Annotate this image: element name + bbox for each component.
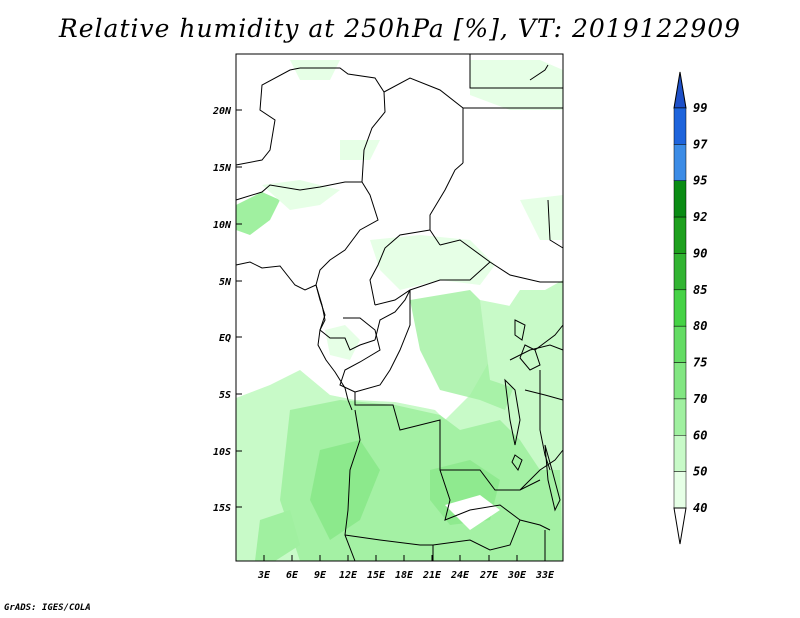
- colorbar-segment: [673, 253, 687, 291]
- plot-frame: [235, 53, 564, 562]
- colorbar-segment: [673, 398, 687, 436]
- colorbar-segment: [673, 289, 687, 327]
- colorbar-level-label: 75: [693, 356, 707, 370]
- colorbar-segment: [673, 471, 687, 509]
- colorbar-bottom-arrow: [673, 507, 687, 545]
- lon-label: 30E: [507, 570, 527, 581]
- lat-label: 20N: [212, 106, 232, 117]
- colorbar-segment: [673, 325, 687, 363]
- lat-label: 10S: [213, 447, 231, 458]
- lat-label: 5N: [219, 277, 232, 288]
- lat-label: EQ: [219, 333, 231, 344]
- colorbar-level-label: 70: [693, 392, 707, 406]
- lon-label: 24E: [450, 570, 470, 581]
- lon-label: 27E: [479, 570, 499, 581]
- lon-axis: 3E 6E 9E 12E 15E 18E 21E 24E 27E 30E 33E: [257, 555, 555, 581]
- lat-label: 5S: [219, 390, 231, 401]
- lat-label: 10N: [213, 220, 232, 231]
- colorbar: 99 97 95 92 90 85 80 75 70 60 50 40: [673, 71, 708, 545]
- colorbar-segment: [673, 180, 687, 218]
- lon-label: 6E: [286, 570, 299, 581]
- colorbar-level-label: 80: [693, 319, 707, 333]
- lon-label: 12E: [339, 570, 358, 581]
- colorbar-level-label: 85: [693, 283, 707, 297]
- lat-axis: 20N 15N 10N 5N EQ 5S 10S 15S: [212, 106, 242, 514]
- colorbar-level-label: 90: [693, 246, 707, 260]
- lon-label: 33E: [535, 570, 555, 581]
- colorbar-level-label: 92: [693, 210, 707, 224]
- colorbar-segment: [673, 144, 687, 181]
- colorbar-level-label: 99: [693, 101, 707, 115]
- colorbar-segment: [673, 435, 687, 472]
- colorbar-level-label: 50: [693, 465, 707, 479]
- colorbar-labels: 99 97 95 92 90 85 80 75 70 60 50 40: [693, 101, 708, 515]
- colorbar-segments: [673, 107, 687, 509]
- grads-credit: GrADS: IGES/COLA: [4, 603, 91, 613]
- lon-label: 21E: [422, 570, 442, 581]
- country-borders: [235, 54, 564, 562]
- lon-label: 3E: [257, 570, 271, 581]
- lat-label: 15S: [213, 503, 231, 514]
- colorbar-segment: [673, 362, 687, 400]
- colorbar-top-arrow: [673, 71, 687, 109]
- coastlines: [235, 64, 561, 512]
- colorbar-segment: [673, 107, 687, 145]
- lon-label: 15E: [367, 570, 386, 581]
- lat-label: 15N: [213, 163, 232, 174]
- colorbar-level-label: 95: [693, 174, 707, 188]
- colorbar-level-label: 97: [693, 137, 708, 151]
- colorbar-level-label: 60: [693, 428, 707, 442]
- humidity-field: [236, 60, 563, 561]
- map-title: Relative humidity at 250hPa [%], VT: 201…: [58, 14, 742, 43]
- colorbar-segment: [673, 216, 687, 254]
- colorbar-level-label: 40: [693, 501, 707, 515]
- lon-label: 9E: [314, 570, 327, 581]
- lon-label: 18E: [395, 570, 414, 581]
